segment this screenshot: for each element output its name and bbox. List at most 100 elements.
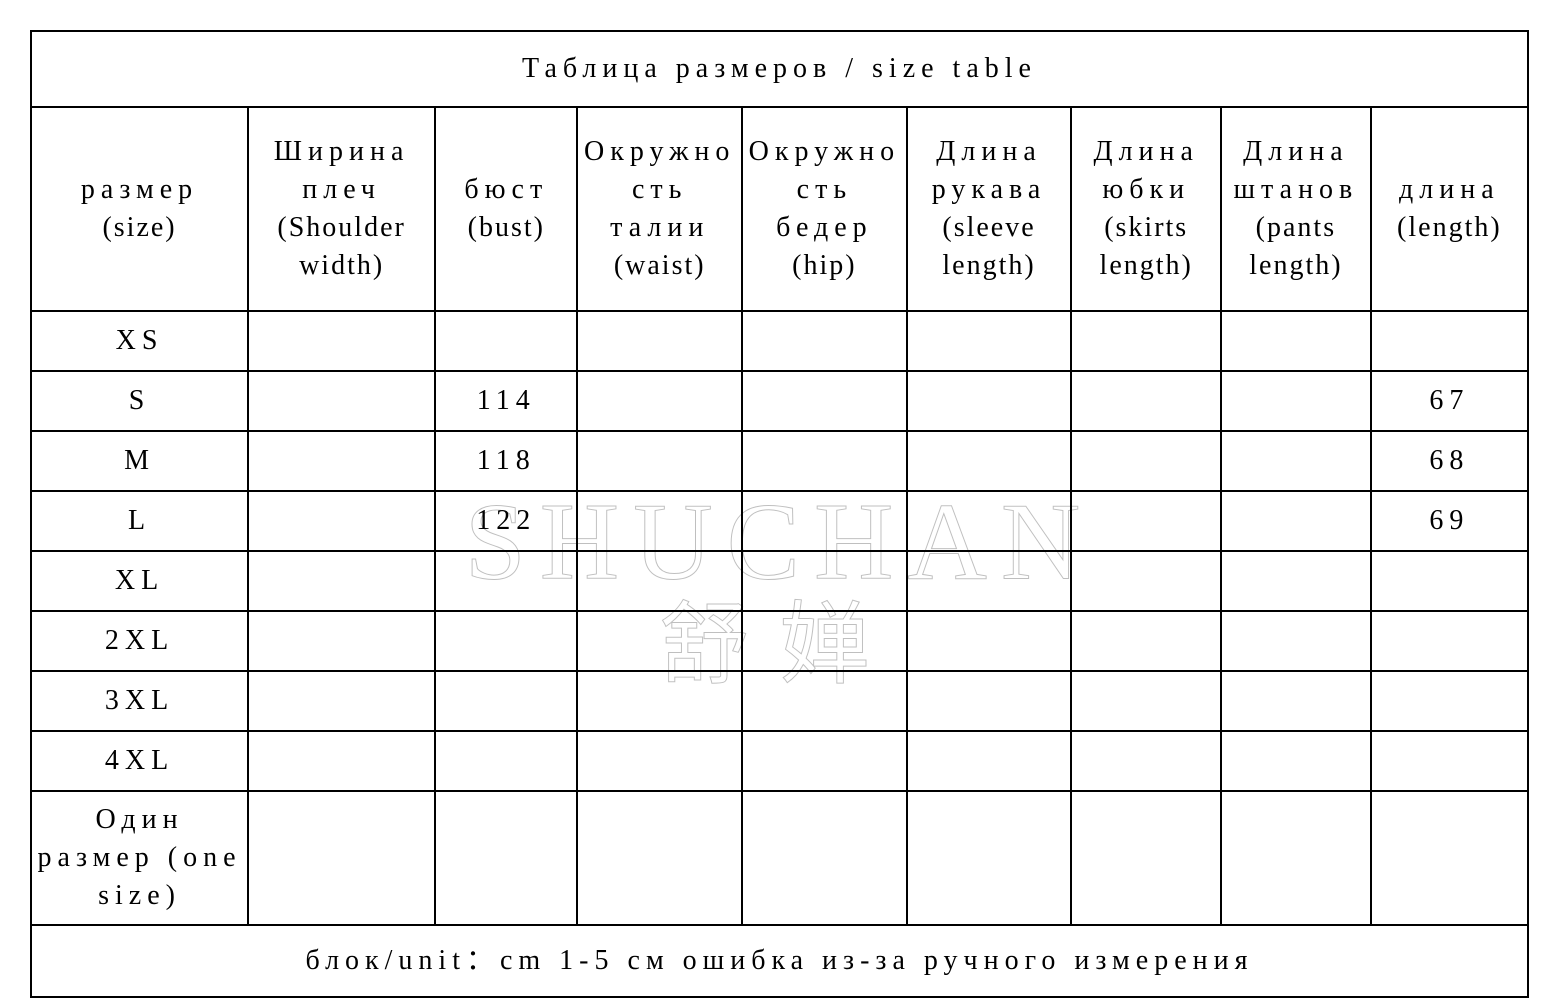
size-cell — [1221, 371, 1371, 431]
size-cell — [577, 311, 742, 371]
size-cell — [907, 551, 1072, 611]
size-label: L — [31, 491, 248, 551]
column-header-en: (hip) — [747, 247, 902, 285]
size-cell — [1221, 611, 1371, 671]
table-header-row: размер(size)Ширина плеч(Shoulder width)б… — [31, 107, 1528, 311]
size-cell — [1371, 671, 1528, 731]
size-cell — [577, 491, 742, 551]
size-cell — [1071, 491, 1221, 551]
size-cell — [907, 431, 1072, 491]
size-label: 3XL — [31, 671, 248, 731]
size-cell — [1221, 551, 1371, 611]
column-header: длина(length) — [1371, 107, 1528, 311]
size-cell: 69 — [1371, 491, 1528, 551]
size-cell — [907, 731, 1072, 791]
size-cell — [1071, 731, 1221, 791]
table-title: Таблица размеров / size table — [31, 31, 1528, 107]
table-row: 2XL — [31, 611, 1528, 671]
size-cell — [742, 431, 907, 491]
column-header-en: (bust) — [440, 209, 572, 247]
size-cell — [742, 791, 907, 925]
size-cell — [435, 551, 577, 611]
size-cell — [435, 611, 577, 671]
size-cell — [248, 671, 435, 731]
size-label: 2XL — [31, 611, 248, 671]
size-label: XL — [31, 551, 248, 611]
column-header-ru: Ширина плеч — [253, 133, 430, 209]
size-cell — [742, 671, 907, 731]
column-header-ru: длина — [1376, 171, 1523, 209]
size-table: Таблица размеров / size table размер(siz… — [30, 30, 1529, 998]
size-cell — [742, 611, 907, 671]
size-cell — [907, 671, 1072, 731]
column-header: Длина юбки(skirts length) — [1071, 107, 1221, 311]
column-header-en: (length) — [1376, 209, 1523, 247]
size-cell — [1071, 551, 1221, 611]
size-cell — [907, 791, 1072, 925]
column-header: размер(size) — [31, 107, 248, 311]
table-body: XSS11467M11868L12269XL2XL3XL4XLОдин разм… — [31, 311, 1528, 925]
size-cell — [1371, 551, 1528, 611]
size-cell — [577, 371, 742, 431]
size-cell — [248, 311, 435, 371]
size-cell — [1071, 611, 1221, 671]
table-row: XS — [31, 311, 1528, 371]
column-header-ru: Окружность бедер — [747, 133, 902, 246]
size-cell — [907, 491, 1072, 551]
size-cell — [248, 431, 435, 491]
table-row: S11467 — [31, 371, 1528, 431]
size-cell — [1071, 311, 1221, 371]
size-cell — [577, 791, 742, 925]
column-header-en: (Shoulder width) — [253, 209, 430, 285]
size-cell: 122 — [435, 491, 577, 551]
size-cell — [248, 491, 435, 551]
size-cell — [742, 551, 907, 611]
column-header: Окружность бедер(hip) — [742, 107, 907, 311]
size-cell: 68 — [1371, 431, 1528, 491]
size-cell — [1371, 731, 1528, 791]
size-cell — [248, 611, 435, 671]
size-label: S — [31, 371, 248, 431]
column-header-ru: Длина рукава — [912, 133, 1067, 209]
size-cell — [1221, 431, 1371, 491]
column-header: бюст(bust) — [435, 107, 577, 311]
size-cell — [1221, 731, 1371, 791]
column-header-en: (pants length) — [1226, 209, 1366, 285]
column-header-ru: Длина юбки — [1076, 133, 1216, 209]
size-cell — [907, 611, 1072, 671]
column-header: Длина штанов(pants length) — [1221, 107, 1371, 311]
size-label: 4XL — [31, 731, 248, 791]
column-header-ru: Окружность талии — [582, 133, 737, 246]
size-cell — [1221, 491, 1371, 551]
size-cell — [742, 371, 907, 431]
size-cell — [907, 311, 1072, 371]
table-row: 3XL — [31, 671, 1528, 731]
size-cell: 67 — [1371, 371, 1528, 431]
size-cell — [1071, 791, 1221, 925]
size-cell — [1371, 791, 1528, 925]
size-label: XS — [31, 311, 248, 371]
column-header-ru: Длина штанов — [1226, 133, 1366, 209]
size-cell — [1371, 311, 1528, 371]
size-cell — [435, 311, 577, 371]
size-cell — [435, 791, 577, 925]
size-cell — [435, 671, 577, 731]
table-row: M11868 — [31, 431, 1528, 491]
size-cell — [435, 731, 577, 791]
column-header-en: (skirts length) — [1076, 209, 1216, 285]
size-cell — [1071, 671, 1221, 731]
size-cell — [742, 311, 907, 371]
column-header: Окружность талии(waist) — [577, 107, 742, 311]
size-cell — [1071, 431, 1221, 491]
size-cell — [742, 731, 907, 791]
size-cell — [577, 611, 742, 671]
column-header-ru: размер — [36, 171, 243, 209]
column-header-en: (waist) — [582, 247, 737, 285]
size-cell — [577, 671, 742, 731]
size-cell — [248, 791, 435, 925]
size-cell — [577, 731, 742, 791]
table-row: L 122 69 — [31, 491, 1528, 551]
size-cell — [907, 371, 1072, 431]
size-cell — [248, 731, 435, 791]
size-cell — [1371, 611, 1528, 671]
